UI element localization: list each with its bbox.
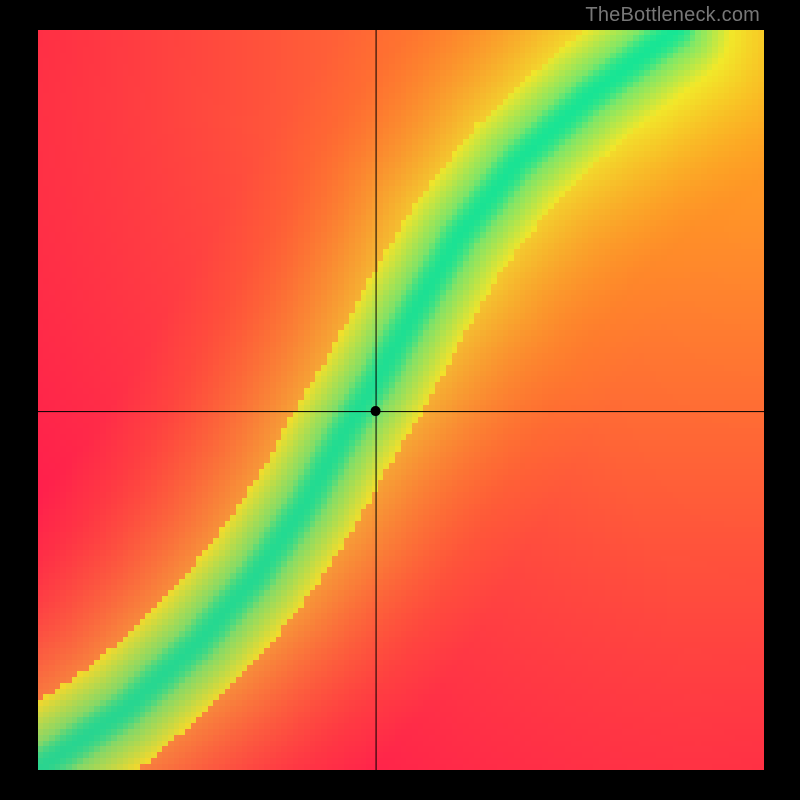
watermark-text: TheBottleneck.com xyxy=(585,4,760,27)
root: TheBottleneck.com xyxy=(0,0,800,800)
bottleneck-heatmap xyxy=(38,30,764,770)
